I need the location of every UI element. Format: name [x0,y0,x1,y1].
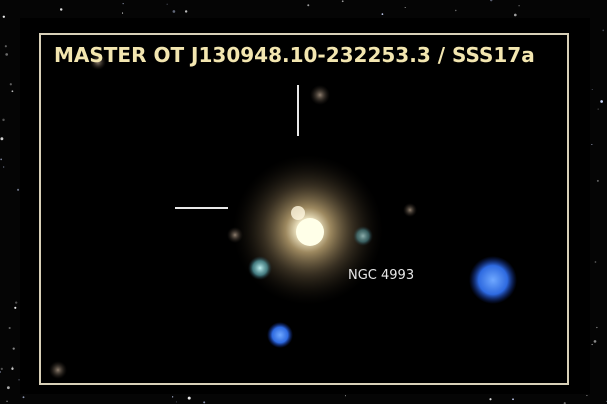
star [490,0,493,2]
star [172,396,174,398]
dim-star [90,54,106,70]
star [17,188,20,191]
star [512,398,514,401]
star [6,386,10,390]
star [596,179,599,182]
star [11,90,14,93]
star [59,8,63,11]
star [591,144,593,146]
star [2,15,5,18]
star [12,347,15,350]
dim-star [227,227,243,243]
star [0,367,3,370]
transient [291,206,305,220]
star [11,367,14,370]
star [3,166,5,168]
blue-star-small [267,322,293,348]
star [22,396,25,399]
star [2,118,5,122]
star [203,401,206,404]
star [591,343,593,346]
star [5,53,9,56]
cyan-star [248,256,272,280]
frame [39,33,569,385]
galaxy-core [296,218,324,246]
star [596,326,598,329]
star [18,379,20,381]
star [122,2,124,5]
blue-star [469,256,517,304]
star [6,400,8,402]
star [381,13,384,16]
star [518,5,520,7]
star [15,301,18,304]
star [14,306,17,309]
dim-star [310,85,330,105]
star [184,10,188,13]
star [586,395,588,397]
star [11,366,14,368]
star [4,45,7,48]
star [9,83,12,86]
dim-star [49,361,67,379]
star [121,12,124,14]
star [172,10,176,13]
star [404,6,406,9]
star [602,29,605,32]
star [593,340,597,343]
star [307,4,310,7]
star [187,396,191,400]
star [597,108,599,110]
star [513,13,517,17]
title: MASTER OT J130948.10-232253.3 / SSS17a [54,43,535,67]
galaxy-label: NGC 4993 [348,268,414,283]
star [600,100,603,103]
star [175,401,177,403]
star [345,395,347,397]
star [594,261,597,263]
star [166,3,168,5]
star [0,158,3,161]
star [0,371,1,373]
star [455,9,457,12]
star [591,89,593,91]
star [8,326,11,330]
star [0,137,4,141]
cyan-star-small [353,226,373,246]
dim-star [403,203,417,217]
star [341,0,344,3]
star [489,398,492,401]
